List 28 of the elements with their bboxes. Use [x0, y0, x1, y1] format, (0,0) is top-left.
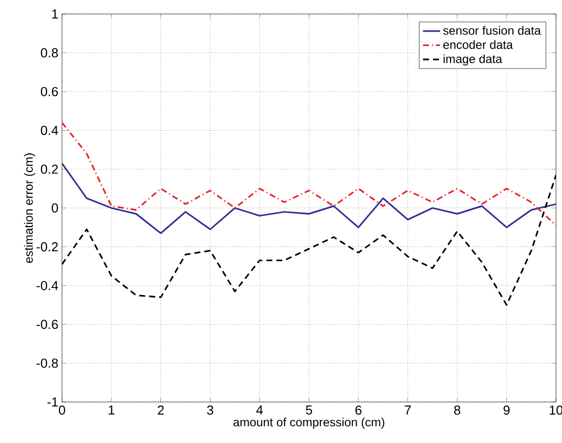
legend-label: sensor fusion data	[443, 26, 541, 35]
y-tick-label: 0.4	[40, 126, 58, 135]
y-tick-label: 0	[52, 203, 58, 213]
y-axis-title: estimation error (cm)	[24, 153, 36, 263]
legend-label: encoder data	[443, 40, 513, 49]
x-tick-label: 5	[306, 406, 312, 415]
y-tick-label: -1	[47, 398, 58, 406]
y-tick-label: -0.8	[36, 358, 58, 368]
y-tick-label: -0.2	[36, 242, 58, 252]
x-tick-label: 0	[58, 406, 66, 415]
x-tick-label: 8	[454, 406, 460, 415]
x-tick-label: 1	[108, 406, 114, 414]
y-tick-label: 0.2	[40, 164, 58, 174]
x-tick-label: 6	[355, 406, 362, 415]
y-tick-label: 1	[52, 10, 58, 18]
y-tick-label: 0.8	[40, 48, 58, 58]
line-series	[62, 122, 556, 226]
x-tick-label: 2	[158, 406, 164, 415]
y-tick-label: -0.4	[36, 280, 58, 290]
x-tick-label: 7	[404, 406, 411, 414]
x-tick-label: 4	[256, 406, 263, 414]
y-tick-label: 0.6	[40, 86, 58, 96]
y-tick-label: -0.6	[36, 320, 58, 329]
x-axis-title: amount of compression (cm)	[233, 418, 384, 429]
line-series	[62, 162, 556, 234]
x-tick-label: 3	[207, 406, 214, 415]
legend-label: image data	[444, 54, 502, 66]
x-tick-label: 9	[504, 406, 510, 415]
